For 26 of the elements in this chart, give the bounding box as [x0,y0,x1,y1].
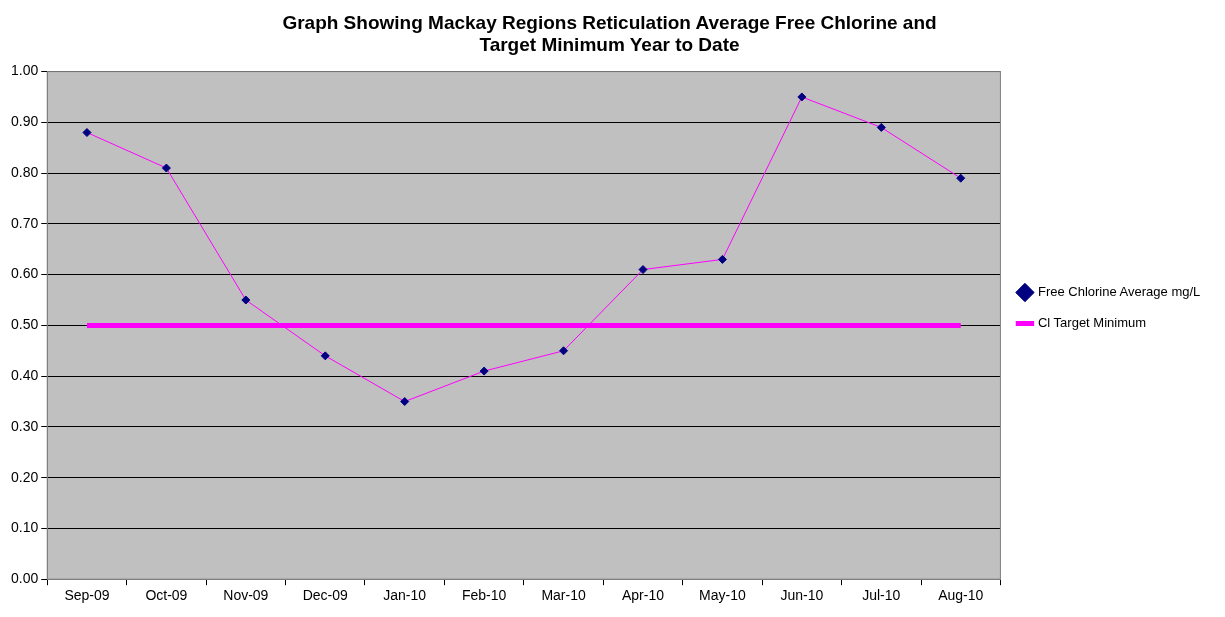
y-tick-label: 0.60 [11,265,39,282]
x-tick-label: Aug-10 [938,587,984,604]
x-tick-label: Jan-10 [383,587,427,604]
y-tick-label: 0.20 [11,468,39,485]
y-tick-label: 0.10 [11,519,39,536]
y-tick-label: 0.00 [11,570,39,587]
y-tick-label: 0.80 [11,163,39,180]
x-tick-label: Mar-10 [541,587,586,604]
y-tick-label: 0.90 [11,113,39,130]
x-tick-label: May-10 [699,587,746,604]
y-tick-label: 0.40 [11,367,39,384]
x-tick-label: Feb-10 [461,587,507,604]
chart-title: Graph Showing Mackay Regions Reticulation Average Free Chlorine and Target Minimum Year to Date [282,11,937,56]
legend-label: Free Chlorine Average mg/L [1037,284,1201,300]
x-tick-label: Sep-09 [64,587,110,604]
y-tick-label: 0.30 [11,417,39,434]
y-tick-label: 1.00 [11,62,39,79]
x-tick-label: Apr-10 [621,587,665,604]
x-tick-label: Oct-09 [145,587,188,604]
x-tick-label: Dec-09 [302,587,349,604]
x-tick-label: Jul-10 [862,587,901,604]
x-tick-label: Nov-09 [223,587,269,604]
y-tick-label: 0.50 [11,316,39,333]
x-tick-label: Jun-10 [780,587,824,604]
y-tick-label: 0.70 [11,214,39,231]
legend-label: Cl Target Minimum [1037,315,1147,331]
